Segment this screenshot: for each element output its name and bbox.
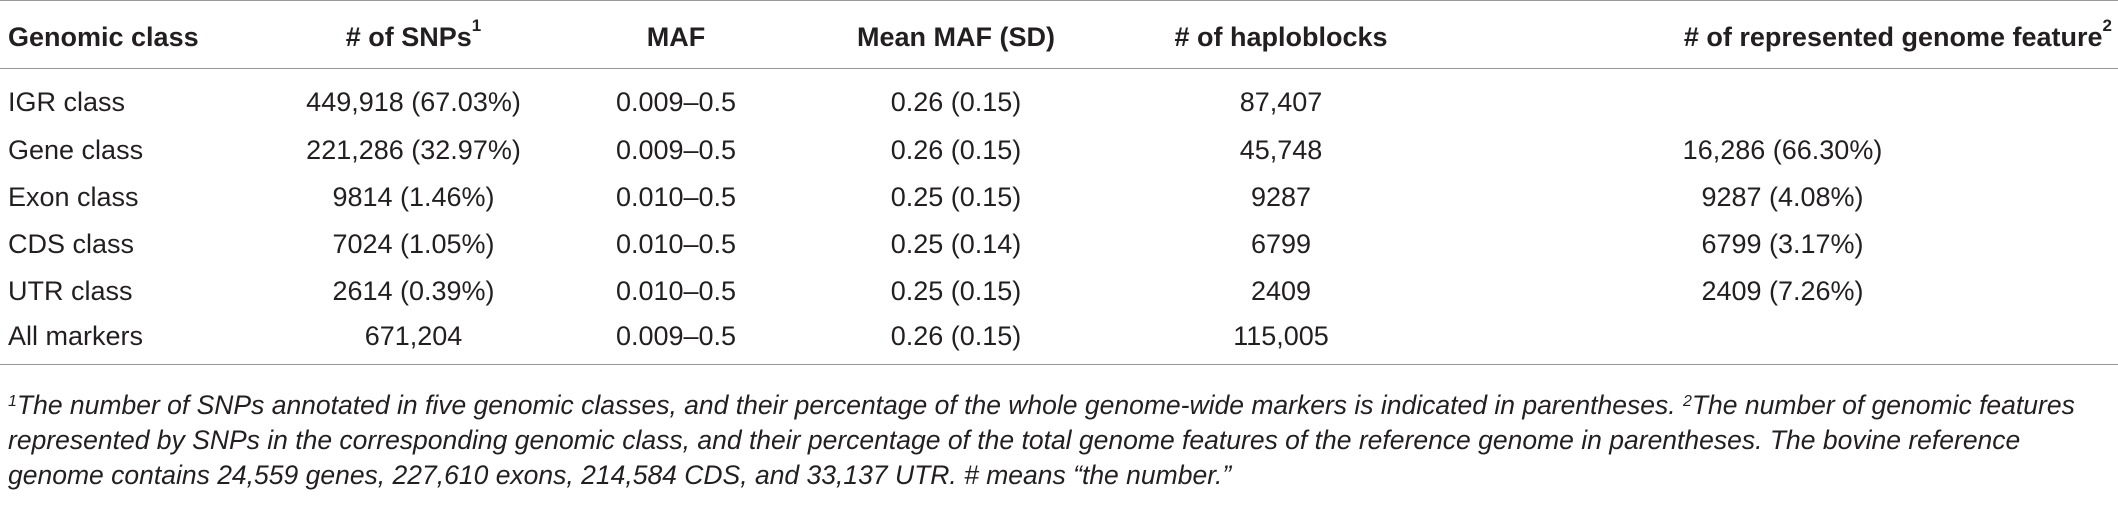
footnote-2-text: The number of genomic features represent… <box>8 390 2075 490</box>
snp-summary-table-container: Genomic class # of SNPs1 MAF Mean MAF (S… <box>0 0 2118 365</box>
cell-represented-features: 9287 (4.08%) <box>1701 181 1864 212</box>
cell-genomic-class: IGR class <box>8 87 126 118</box>
table-row: All markers 671,204 0.009–0.5 0.26 (0.15… <box>0 314 2118 365</box>
header-num-snps: # of SNPs1 <box>270 0 555 69</box>
header-haploblocks: # of haploblocks <box>1115 0 1445 69</box>
cell-num-snps: 449,918 (67.03%) <box>306 87 521 118</box>
table-row: IGR class 449,918 (67.03%) 0.009–0.5 0.2… <box>0 69 2118 127</box>
cell-genomic-class: Exon class <box>8 181 139 212</box>
cell-maf: 0.009–0.5 <box>615 87 737 118</box>
table-footnote: 1The number of SNPs annotated in five ge… <box>8 388 2112 493</box>
cell-mean-maf: 0.25 (0.14) <box>890 228 1022 259</box>
header-maf: MAF <box>555 0 795 69</box>
cell-represented-features: 6799 (3.17%) <box>1701 228 1864 259</box>
cell-haploblocks: 45,748 <box>1239 134 1323 165</box>
cell-num-snps: 9814 (1.46%) <box>332 181 495 212</box>
cell-represented-features <box>1445 69 2118 127</box>
table-row: Gene class 221,286 (32.97%) 0.009–0.5 0.… <box>0 127 2118 174</box>
table-row: UTR class 2614 (0.39%) 0.010–0.5 0.25 (0… <box>0 268 2118 315</box>
cell-maf: 0.010–0.5 <box>615 181 737 212</box>
snp-summary-table: Genomic class # of SNPs1 MAF Mean MAF (S… <box>0 0 2118 365</box>
cell-mean-maf: 0.25 (0.15) <box>890 181 1022 212</box>
cell-num-snps: 671,204 <box>270 314 555 365</box>
header-row: Genomic class # of SNPs1 MAF Mean MAF (S… <box>0 0 2118 69</box>
cell-maf: 0.010–0.5 <box>615 228 737 259</box>
footnote-1-marker: 1 <box>8 393 17 410</box>
cell-represented-features: 16,286 (66.30%) <box>1682 134 1883 165</box>
cell-num-snps: 2614 (0.39%) <box>332 275 495 306</box>
table-body: IGR class 449,918 (67.03%) 0.009–0.5 0.2… <box>0 69 2118 365</box>
cell-mean-maf: 0.26 (0.15) <box>890 87 1022 118</box>
footnote-marker-2: 2 <box>2102 16 2112 35</box>
cell-num-snps: 7024 (1.05%) <box>332 228 495 259</box>
table-row: Exon class 9814 (1.46%) 0.010–0.5 0.25 (… <box>0 174 2118 221</box>
cell-genomic-class: UTR class <box>8 275 133 306</box>
footnote-marker-1: 1 <box>471 16 482 35</box>
cell-genomic-class: CDS class <box>8 228 135 259</box>
header-mean-maf: Mean MAF (SD) <box>795 0 1115 69</box>
cell-maf: 0.009–0.5 <box>615 134 737 165</box>
cell-maf: 0.009–0.5 <box>555 314 795 365</box>
cell-haploblocks: 6799 <box>1250 228 1312 259</box>
cell-haploblocks: 115,005 <box>1115 314 1445 365</box>
cell-mean-maf: 0.26 (0.15) <box>795 314 1115 365</box>
cell-genomic-class: Gene class <box>8 134 144 165</box>
cell-maf: 0.010–0.5 <box>615 275 737 306</box>
cell-haploblocks: 9287 <box>1250 181 1312 212</box>
cell-num-snps: 221,286 (32.97%) <box>306 134 521 165</box>
footnote-1-text: The number of SNPs annotated in five gen… <box>16 390 1676 420</box>
cell-genomic-class: All markers <box>0 314 270 365</box>
cell-represented-features: 2409 (7.26%) <box>1701 275 1864 306</box>
header-represented-features: # of represented genome feature2 <box>1445 0 2118 69</box>
cell-represented-features <box>1445 314 2118 365</box>
table-row: CDS class 7024 (1.05%) 0.010–0.5 0.25 (0… <box>0 221 2118 268</box>
cell-mean-maf: 0.26 (0.15) <box>890 134 1022 165</box>
table-header: Genomic class # of SNPs1 MAF Mean MAF (S… <box>0 0 2118 69</box>
footnote-2-marker: 2 <box>1682 393 1692 410</box>
cell-haploblocks: 87,407 <box>1239 87 1323 118</box>
cell-mean-maf: 0.25 (0.15) <box>890 275 1022 306</box>
header-genomic-class: Genomic class <box>0 0 270 69</box>
cell-haploblocks: 2409 <box>1250 275 1312 306</box>
